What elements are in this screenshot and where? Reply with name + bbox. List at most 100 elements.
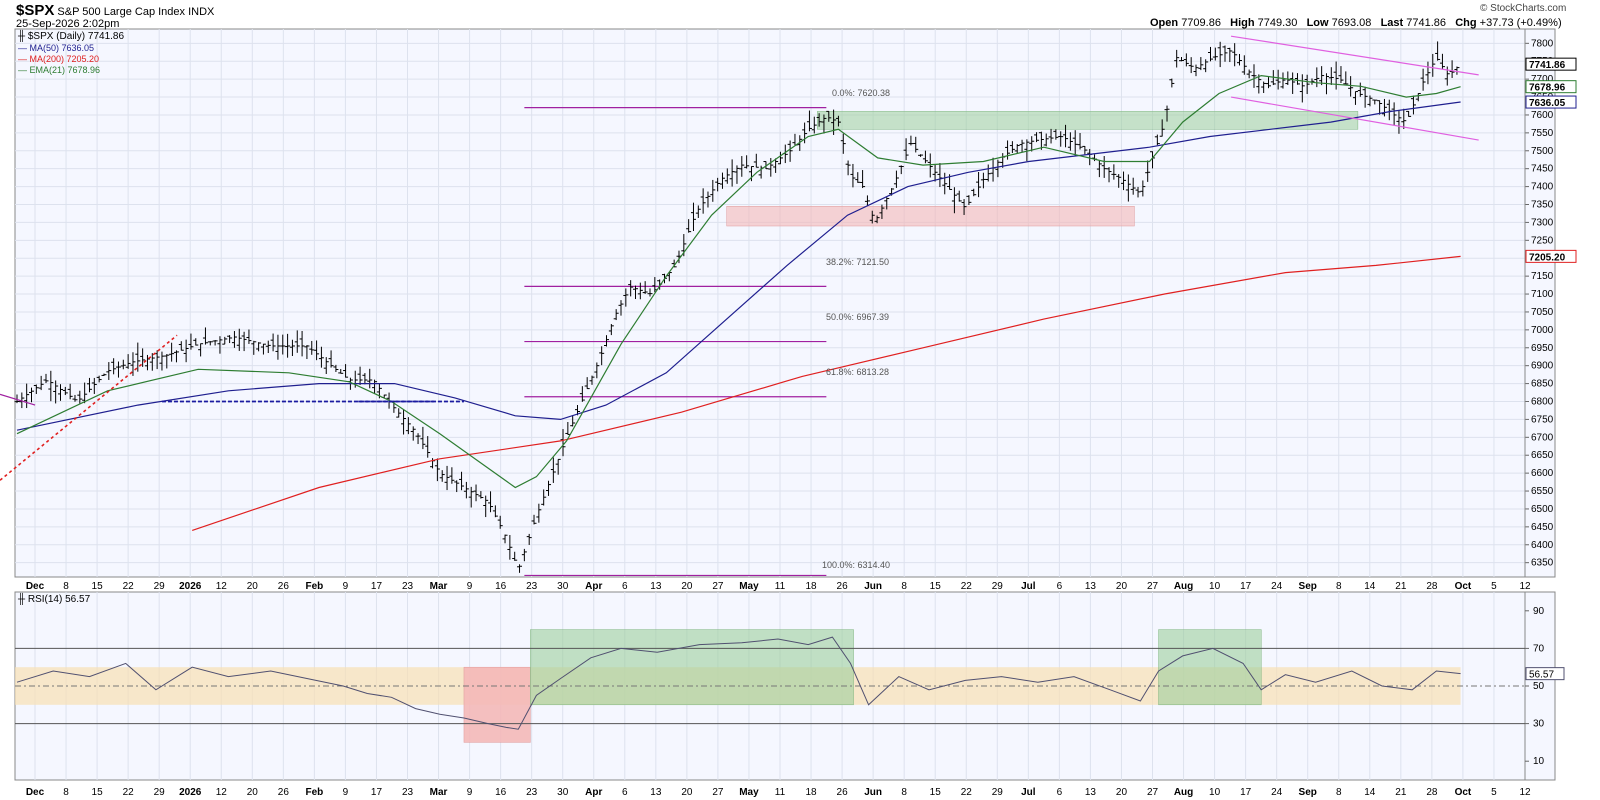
rsi-x-tick-label: 18: [805, 787, 817, 798]
ohlc-bar: [739, 156, 745, 177]
ohlc-bar: [328, 350, 334, 368]
x-tick-label: 26: [278, 581, 290, 592]
ohlc-bar: [1425, 61, 1431, 85]
ohlc-bar: [584, 377, 590, 390]
rsi-x-tick-label: 29: [992, 787, 1004, 798]
last-price-badge-box: [1525, 57, 1577, 71]
ohlc-bar: [396, 408, 402, 418]
chg-value: +37.73 (+0.49%): [1479, 17, 1562, 29]
rsi-x-tick-label: 13: [1085, 787, 1097, 798]
ohlc-bar: [1082, 145, 1088, 155]
rsi-x-tick-label: 2026: [179, 787, 202, 798]
ohlc-bar: [686, 219, 692, 233]
ohlc-bar: [130, 352, 136, 376]
ohlc-bar: [1208, 46, 1214, 62]
ohlc-bar: [1381, 98, 1387, 117]
ohlc-bar: [908, 135, 914, 146]
low-value: 7693.08: [1331, 17, 1372, 29]
ohlc-bar: [1019, 139, 1025, 153]
x-tick-label: 12: [1519, 581, 1531, 592]
ohlc-bar: [1203, 59, 1209, 73]
rsi-x-tick-label: Sep: [1299, 787, 1317, 798]
ohlc-bar: [1101, 156, 1107, 178]
ohlc-bar: [1256, 74, 1262, 94]
ohlc-bar: [449, 467, 455, 484]
rsi-tick-label: 50: [1533, 681, 1545, 692]
rsi-x-tick-label: 11: [775, 787, 786, 798]
ohlc-bar: [1038, 131, 1044, 150]
ma50-line-icon: —: [18, 43, 27, 53]
chart-datetime: 25-Sep-2026 2:02pm: [16, 18, 120, 30]
x-tick-label: 8: [63, 581, 69, 592]
x-tick-label: 22: [123, 581, 135, 592]
ohlc-bar: [724, 168, 730, 184]
rsi-x-tick-label: 24: [1271, 787, 1283, 798]
ohlc-bar: [285, 333, 291, 358]
rsi-x-tick-label: 15: [930, 787, 942, 798]
ohlc-bar: [304, 345, 310, 360]
ohlc-bar: [367, 368, 373, 389]
ohlc-bar: [976, 171, 982, 198]
y-tick-label: 7600: [1531, 110, 1554, 121]
ohlc-bar: [966, 195, 972, 206]
ohlc-bar: [1048, 128, 1054, 144]
x-tick-label: 20: [1116, 581, 1128, 592]
x-tick-label: 20: [247, 581, 259, 592]
ohlc-bar: [715, 177, 721, 192]
rsi-x-tick-label: Dec: [26, 787, 45, 798]
ohlc-bar: [632, 285, 638, 300]
ohlc-bar: [845, 160, 851, 176]
ohlc-bar: [802, 122, 808, 144]
ohlc-bar: [579, 386, 585, 402]
x-tick-label: 21: [1395, 581, 1407, 592]
ohlc-bar: [1116, 174, 1122, 188]
ohlc-bar: [729, 159, 735, 187]
y-tick-label: 6500: [1531, 504, 1554, 515]
ohlc-bar: [24, 383, 30, 409]
ohlc-bar: [1454, 66, 1460, 75]
x-tick-label: 13: [650, 581, 662, 592]
ohlc-bar: [821, 114, 827, 134]
x-tick-label: 5: [1491, 581, 1497, 592]
ohlc-bar: [1193, 64, 1199, 77]
ohlc-bar: [497, 515, 503, 529]
ohlc-bar: [323, 357, 329, 375]
high-value: 7749.30: [1257, 17, 1298, 29]
rsi-x-tick-label: 29: [154, 787, 166, 798]
fib-label-50: 50.0%: 6967.39: [826, 312, 890, 322]
y-tick-label: 6450: [1531, 522, 1554, 533]
ohlc-bar: [777, 151, 783, 165]
ohlc-bar: [748, 166, 754, 182]
ohlc-bar: [53, 380, 59, 404]
ohlc-bar: [1005, 140, 1011, 160]
ohlc-bar: [473, 484, 479, 502]
ohlc-bar: [1072, 130, 1078, 157]
rsi-x-tick-label: 20: [247, 787, 259, 798]
legend-ma50: — MA(50) 7636.05: [18, 43, 95, 53]
ohlc-bar: [526, 533, 532, 545]
rsi-x-tick-label: 23: [402, 787, 414, 798]
rsi-x-tick-label: 9: [343, 787, 349, 798]
ohlc-bar: [217, 336, 223, 354]
ohlc-bar: [289, 339, 295, 356]
rsi-x-tick-label: 8: [1336, 787, 1342, 798]
ma200-line: [192, 255, 1461, 531]
ohlc-bar: [850, 163, 856, 188]
y-tick-label: 7050: [1531, 307, 1554, 318]
ohlc-bar: [72, 394, 78, 402]
ohlc-bar: [1261, 81, 1267, 94]
ohlc-bar: [1096, 160, 1102, 178]
ohlc-bar: [710, 179, 716, 202]
fib-label-0: 0.0%: 7620.38: [832, 88, 891, 98]
ohlc-bar: [492, 505, 498, 518]
ohlc-bar: [106, 362, 112, 380]
ohlc-bar: [294, 330, 300, 353]
ohlc-bar: [961, 199, 967, 215]
ohlc-summary: Open 7709.86 High 7749.30 Low 7693.08 La…: [1150, 17, 1562, 29]
ohlc-bar: [222, 336, 228, 345]
rsi-x-tick-label: 6: [622, 787, 628, 798]
ohlc-bar: [1164, 105, 1170, 122]
x-tick-label: 16: [495, 581, 507, 592]
y-tick-label: 7500: [1531, 146, 1554, 157]
ohlc-bar: [618, 300, 624, 316]
